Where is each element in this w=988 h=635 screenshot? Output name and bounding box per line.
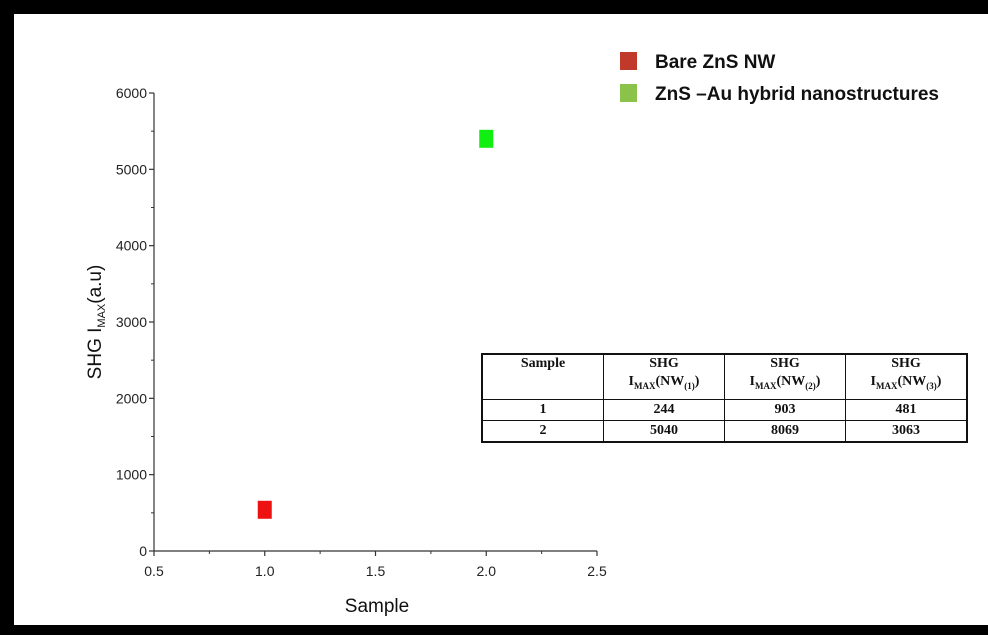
legend-swatch (620, 52, 637, 70)
x-axis-title: Sample (345, 596, 409, 617)
legend-label: Bare ZnS NW (655, 52, 775, 73)
table-header-cell: SHG IMAX(NW(1)) (603, 353, 725, 400)
table-body: 1 244 903 481 2 5040 8069 3063 (481, 399, 968, 443)
table-cell: 1 (481, 399, 604, 421)
y-tick-label: 0 (139, 543, 147, 559)
data-table: Sample SHG IMAX(NW(1)) SHG IMAX(NW(2)) SHG IMA… (481, 353, 968, 443)
y-tick-label: 5000 (116, 161, 147, 177)
table-cell: 8069 (724, 420, 846, 443)
legend-swatch (620, 84, 637, 102)
x-tick-label: 0.5 (144, 563, 164, 579)
table-header-cell: SHG IMAX(NW(2)) (724, 353, 846, 400)
table-cell: 3063 (845, 420, 968, 443)
table-row: 1 244 903 481 (481, 399, 968, 421)
table-row: 2 5040 8069 3063 (481, 420, 968, 443)
y-tick-label: 1000 (116, 467, 147, 483)
data-point (479, 129, 494, 148)
x-tick-label: 2.0 (477, 563, 497, 579)
y-axis-title: SHG IMAX(a.u) (85, 265, 108, 380)
table-cell: 244 (603, 399, 725, 421)
table-header-cell: SHG IMAX(NW(3)) (845, 353, 968, 400)
data-point (257, 500, 272, 519)
x-tick-label: 1.5 (366, 563, 386, 579)
x-tick-label: 1.0 (255, 563, 275, 579)
y-tick-label: 3000 (116, 314, 147, 330)
legend-label: ZnS –Au hybrid nanostructures (655, 84, 939, 105)
legend: Bare ZnS NW ZnS –Au hybrid nanostructures (620, 52, 939, 105)
table-header-cell: Sample (481, 353, 604, 400)
table-cell: 2 (481, 420, 604, 443)
table-cell: 903 (724, 399, 846, 421)
data-points (257, 129, 494, 519)
table-cell: 5040 (603, 420, 725, 443)
axes: 0 1000 2000 3000 4000 5000 6000 0.5 1.0 1.5 2.0 2.5… (85, 85, 607, 617)
table-header-row: Sample SHG IMAX(NW(1)) SHG IMAX(NW(2)) SHG IMA… (481, 353, 968, 400)
x-tick-label: 2.5 (587, 563, 607, 579)
y-tick-label: 4000 (116, 238, 147, 254)
y-tick-label: 6000 (116, 85, 147, 101)
table-cell: 481 (845, 399, 968, 421)
y-tick-label: 2000 (116, 390, 147, 406)
